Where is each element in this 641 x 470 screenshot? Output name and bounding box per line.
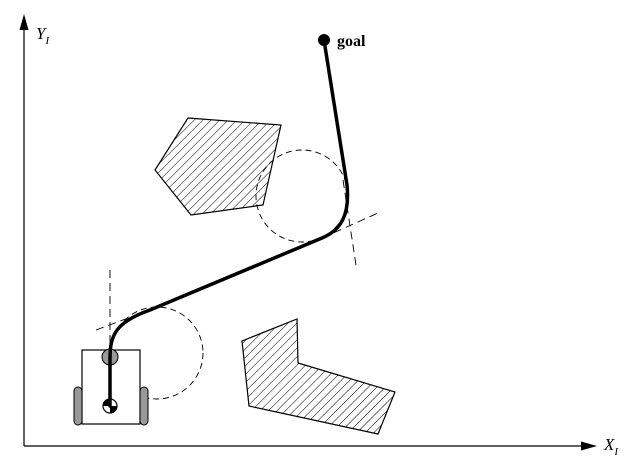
planned-path bbox=[108, 38, 350, 408]
tangent-line-lower-2 bbox=[95, 309, 151, 331]
x-axis-label: XI bbox=[603, 435, 619, 458]
robot-center-marker-fill bbox=[103, 399, 117, 413]
robot-right-wheel bbox=[139, 386, 149, 426]
coordinate-axes bbox=[19, 14, 597, 451]
goal-marker bbox=[318, 34, 330, 46]
y-axis-label: YI bbox=[36, 24, 50, 47]
robot-left-wheel bbox=[73, 386, 83, 426]
obstacle-pentagon bbox=[154, 117, 282, 216]
x-axis-arrowhead bbox=[581, 441, 597, 451]
y-axis-arrowhead bbox=[19, 14, 29, 30]
obstacle-l-shape bbox=[241, 318, 396, 435]
goal-label: goal bbox=[337, 33, 366, 50]
tangent-line-upper-2 bbox=[342, 179, 357, 266]
